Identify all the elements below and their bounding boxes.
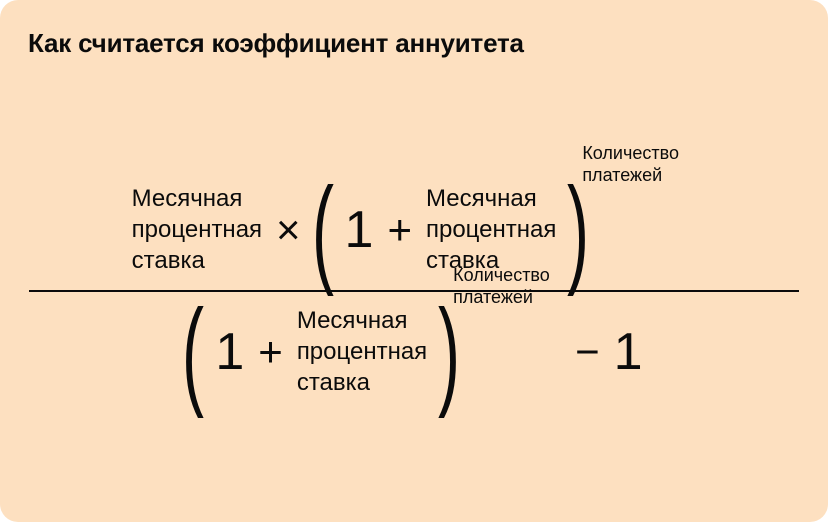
numerator-inner-term: Месячная процентная ставка — [426, 183, 556, 277]
denominator-one: 1 — [215, 326, 244, 378]
multiply-sign: × — [276, 209, 301, 251]
formula-card: Как считается коэффициент аннуитета Меся… — [0, 0, 828, 522]
denominator-power: ) Количество платежей — [441, 304, 457, 400]
numerator-leading-term: Месячная процентная ставка — [132, 183, 262, 277]
denominator-trailing-one: 1 — [614, 326, 643, 378]
minus-sign: − — [575, 331, 600, 373]
paren-close-icon: ) — [567, 182, 589, 278]
plus-sign: + — [258, 331, 283, 373]
paren-close-icon: ) — [438, 304, 460, 400]
denominator-inner-term: Месячная процентная ставка — [297, 305, 427, 399]
denominator-exponent: Количество платежей — [453, 264, 550, 309]
denominator: ( 1 + Месячная процентная ставка ) Колич… — [185, 304, 642, 400]
fraction-bar — [29, 290, 799, 292]
plus-sign: + — [387, 209, 412, 251]
annuity-formula: Месячная процентная ставка × ( 1 + Месяч… — [28, 91, 800, 490]
numerator-one: 1 — [345, 204, 374, 256]
card-title: Как считается коэффициент аннуитета — [28, 28, 800, 59]
paren-open-icon: ( — [182, 304, 204, 400]
numerator-power: ) Количество платежей — [570, 182, 586, 278]
numerator-exponent: Количество платежей — [582, 142, 679, 187]
paren-open-icon: ( — [312, 182, 334, 278]
